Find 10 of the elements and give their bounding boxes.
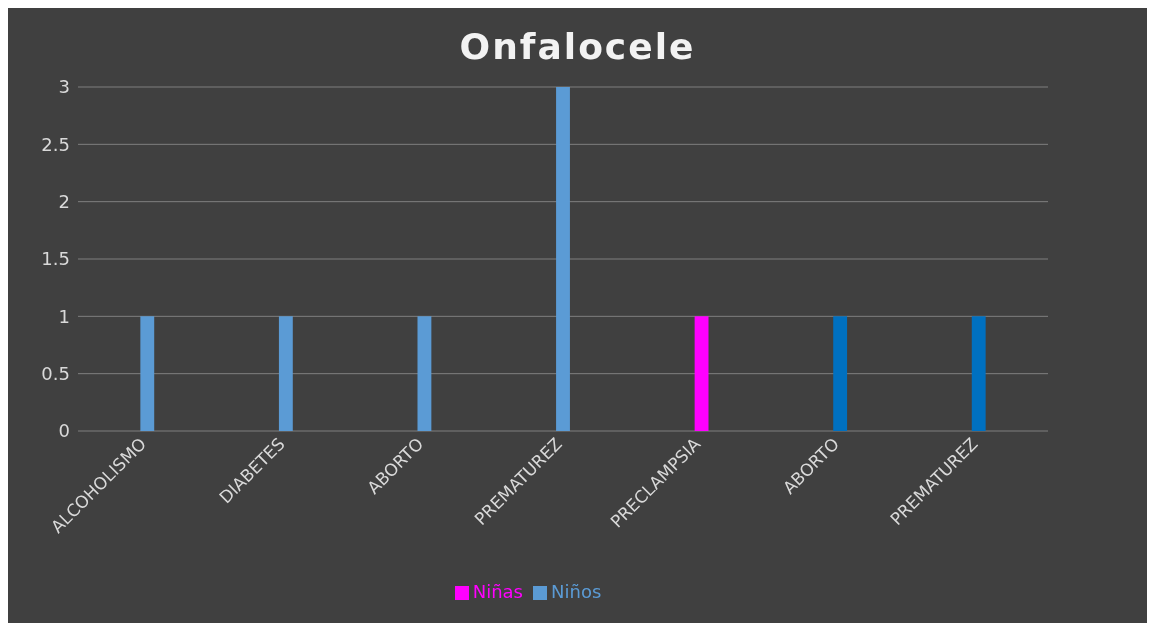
- y-tick-label: 2.5: [41, 133, 70, 155]
- y-tick-label: 3: [58, 76, 70, 98]
- y-tick-label: 0: [58, 420, 70, 442]
- y-tick-label: 1: [58, 305, 70, 327]
- legend-label: Niñas: [472, 581, 524, 602]
- y-tick-label: 0.5: [41, 363, 70, 385]
- chart-title: Onfalocele: [458, 25, 697, 67]
- y-tick-label: 1.5: [41, 248, 70, 270]
- y-tick-label: 2: [58, 191, 70, 213]
- legend-label: Niños: [551, 581, 602, 602]
